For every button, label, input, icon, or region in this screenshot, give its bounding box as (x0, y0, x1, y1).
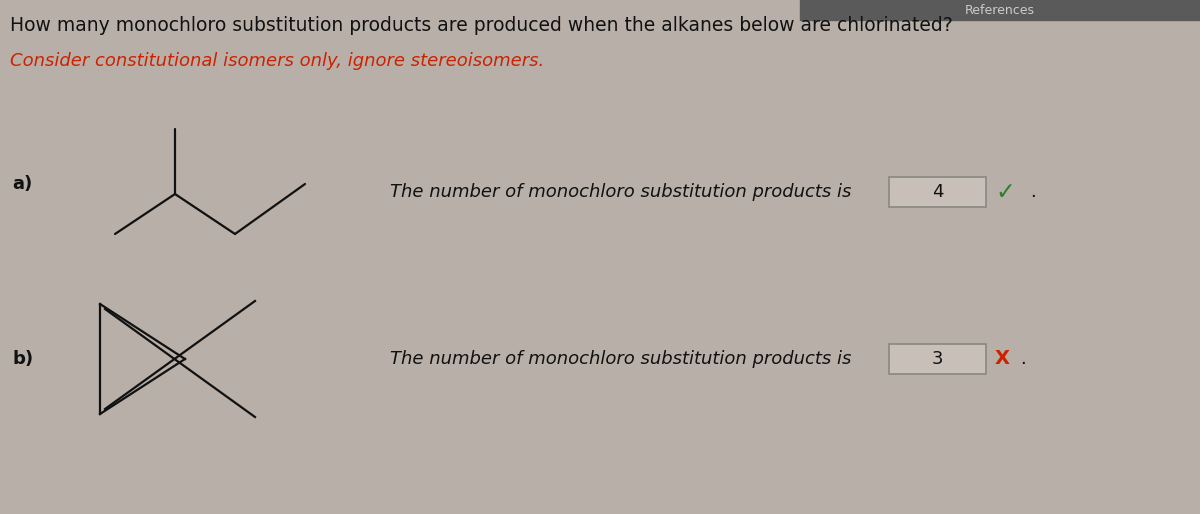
Text: 4: 4 (931, 183, 943, 201)
Text: 3: 3 (931, 350, 943, 368)
Text: ✓: ✓ (995, 180, 1015, 204)
Text: The number of monochloro substitution products is: The number of monochloro substitution pr… (390, 350, 857, 368)
Text: The number of monochloro substitution products is: The number of monochloro substitution pr… (390, 183, 857, 201)
Text: Consider constitutional isomers only, ignore stereoisomers.: Consider constitutional isomers only, ig… (10, 52, 545, 70)
Text: .: . (1030, 183, 1036, 201)
Bar (800, 0, 1200, 20)
Text: b): b) (12, 350, 34, 368)
Text: References: References (965, 5, 1034, 17)
Text: How many monochloro substitution products are produced when the alkanes below ar: How many monochloro substitution product… (10, 16, 953, 35)
FancyBboxPatch shape (889, 177, 986, 207)
FancyBboxPatch shape (889, 344, 986, 374)
Text: .: . (1020, 350, 1026, 368)
Text: X: X (995, 350, 1010, 369)
Text: a): a) (12, 175, 32, 193)
